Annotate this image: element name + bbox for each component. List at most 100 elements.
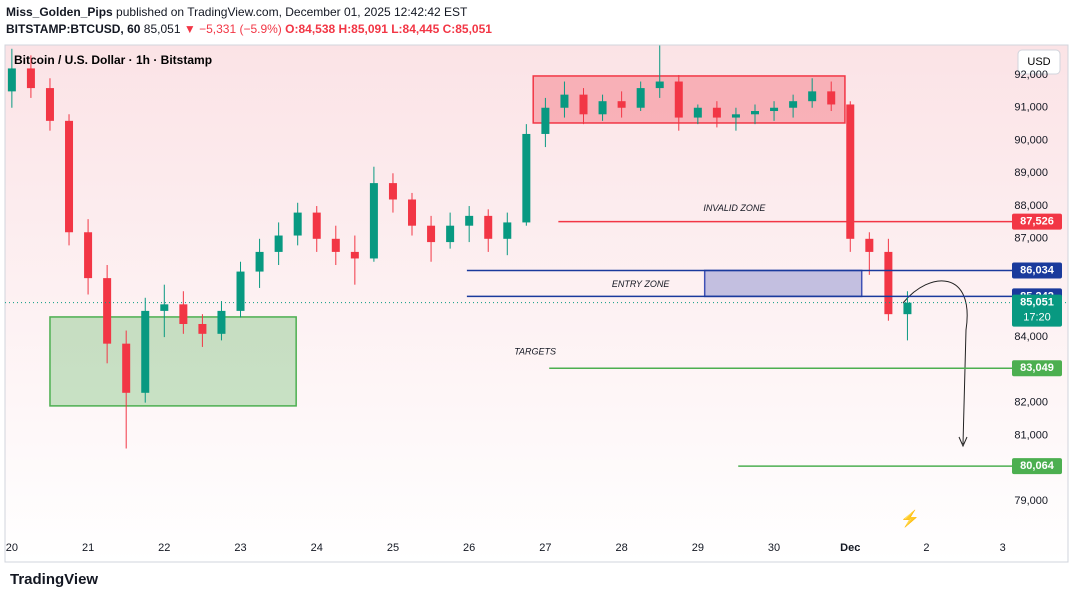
candle-body (7, 68, 16, 92)
level-label: 83,049 (1020, 362, 1054, 374)
candle-body (26, 68, 35, 89)
zone (703, 269, 863, 298)
y-tick-label: 79,000 (1014, 495, 1048, 507)
candle-body (865, 238, 874, 252)
candle-body (255, 251, 264, 272)
level-label: 85,242 (1020, 290, 1054, 302)
candle-body (141, 310, 150, 393)
candle-body (712, 107, 721, 118)
candle-body (751, 111, 759, 115)
candle-body (274, 235, 283, 252)
candle-body (484, 215, 493, 239)
level-badge (1012, 458, 1062, 475)
x-tick-label: 29 (692, 542, 704, 554)
y-tick-label: 84,000 (1014, 331, 1048, 343)
quote-line: BITSTAMP:BTCUSD, 60 85,051 ▼ −5,331 (−5.… (6, 22, 492, 36)
symbol: BITSTAMP:BTCUSD, 60 (6, 22, 141, 36)
y-tick-label: 87,000 (1014, 233, 1048, 245)
change: −5,331 (−5.9%) (199, 22, 282, 36)
candle-body (427, 225, 436, 243)
ohlc: O:84,538 H:85,091 L:84,445 C:85,051 (285, 22, 492, 36)
published: published on TradingView.com, December 0… (116, 5, 468, 19)
y-tick-label: 82,000 (1014, 397, 1048, 409)
level-text: INVALID ZONE (703, 203, 766, 213)
level-badge (1012, 213, 1062, 230)
candle-body (217, 310, 226, 334)
price: 85,051 (143, 22, 181, 36)
candle-body (369, 183, 378, 259)
candle-body (388, 183, 397, 200)
candle-body (560, 94, 569, 108)
level-badge (1012, 360, 1062, 377)
x-tick-label: 3 (1000, 542, 1006, 554)
y-tick-label: 92,000 (1014, 69, 1048, 81)
candle-body (160, 304, 169, 311)
candle-body (446, 225, 455, 243)
x-tick-label: 23 (234, 542, 246, 554)
candle-body (236, 271, 245, 311)
level-label: 86,034 (1020, 264, 1055, 276)
countdown: 17:20 (1023, 312, 1051, 324)
candle-body (731, 114, 740, 118)
x-tick-label: 24 (311, 542, 323, 554)
projection-arrow (902, 280, 968, 445)
candle-body (84, 232, 93, 279)
zone (532, 75, 846, 124)
chart-frame (4, 44, 1069, 563)
currency: USD (1027, 56, 1050, 68)
candle-body (503, 222, 512, 239)
candle-body (465, 215, 474, 226)
chart-title: Bitcoin / U.S. Dollar · 1h · Bitstamp (14, 53, 212, 67)
level-badge (1012, 288, 1062, 305)
candle-body (770, 107, 779, 112)
candle-body (293, 212, 302, 236)
arrow-head (958, 436, 968, 448)
candle-body (103, 278, 112, 344)
candle-body (65, 120, 74, 233)
candle-body (122, 343, 131, 393)
zone (49, 316, 297, 407)
x-tick-label: Dec (840, 542, 860, 554)
candle-body (846, 104, 855, 239)
y-tick-label: 90,000 (1014, 134, 1048, 146)
candle-body (617, 101, 626, 108)
x-tick-label: 30 (768, 542, 780, 554)
candle-body (884, 251, 893, 315)
level-label: 80,064 (1020, 460, 1055, 472)
publish-line: Miss_Golden_Pips published on TradingVie… (6, 5, 467, 19)
candle-body (827, 91, 836, 105)
y-tick-label: 88,000 (1014, 200, 1048, 212)
candle-body (522, 133, 531, 223)
x-tick-label: 2 (923, 542, 929, 554)
x-tick-label: 25 (387, 542, 399, 554)
x-tick-label: 21 (82, 542, 94, 554)
candle-body (808, 91, 817, 102)
candle-body (903, 302, 912, 315)
y-tick-label: 89,000 (1014, 167, 1048, 179)
candle-body (198, 323, 207, 334)
candle-body (541, 107, 550, 134)
x-tick-label: 22 (158, 542, 170, 554)
candle-body (179, 304, 188, 324)
candle-body (331, 238, 340, 252)
x-tick-label: 20 (6, 542, 18, 554)
candle-body (350, 251, 359, 259)
candle-body (598, 101, 607, 115)
candle-body (655, 81, 664, 89)
x-tick-label: 28 (615, 542, 627, 554)
y-tick-label: 91,000 (1014, 102, 1048, 114)
candle-body (693, 107, 702, 118)
logo-icon: ⚡ (900, 509, 920, 528)
candle-body (45, 88, 54, 121)
candle-body (408, 199, 417, 226)
candle-body (312, 212, 321, 239)
candle-body (636, 88, 645, 108)
x-tick-label: 27 (539, 542, 551, 554)
currency-box[interactable] (1017, 49, 1061, 75)
x-tick-label: 26 (463, 542, 475, 554)
candle-body (579, 94, 588, 115)
candle-body (789, 101, 798, 108)
level-label: 87,526 (1020, 215, 1054, 227)
